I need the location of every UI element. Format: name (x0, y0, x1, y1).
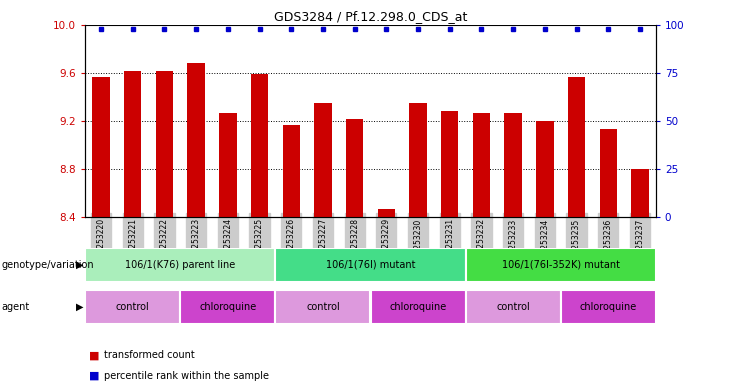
Bar (346, 119, 363, 217)
Text: ▶: ▶ (76, 260, 84, 270)
Bar (465, 290, 561, 324)
Text: chloroquine: chloroquine (579, 302, 637, 312)
Text: transformed count: transformed count (104, 350, 194, 360)
Text: chloroquine: chloroquine (199, 302, 256, 312)
Text: genotype/variation: genotype/variation (1, 260, 94, 270)
Bar (465, 248, 656, 282)
Bar (276, 290, 370, 324)
Bar (276, 248, 465, 282)
Text: agent: agent (1, 302, 30, 312)
Bar (409, 103, 427, 217)
Bar (599, 129, 617, 217)
Bar (156, 71, 173, 217)
Bar (631, 169, 648, 217)
Bar (568, 76, 585, 217)
Bar (561, 290, 656, 324)
Text: 106/1(K76) parent line: 106/1(K76) parent line (125, 260, 236, 270)
Text: ▶: ▶ (76, 302, 84, 312)
Text: control: control (306, 302, 340, 312)
Bar (536, 121, 554, 217)
Text: chloroquine: chloroquine (390, 302, 447, 312)
Bar (180, 290, 276, 324)
Bar (93, 76, 110, 217)
Text: ■: ■ (89, 371, 99, 381)
Bar (124, 71, 142, 217)
Bar (370, 290, 465, 324)
Bar (282, 124, 300, 217)
Text: percentile rank within the sample: percentile rank within the sample (104, 371, 269, 381)
Text: control: control (496, 302, 530, 312)
Text: GDS3284 / Pf.12.298.0_CDS_at: GDS3284 / Pf.12.298.0_CDS_at (274, 10, 467, 23)
Text: ■: ■ (89, 350, 99, 360)
Bar (441, 111, 459, 217)
Bar (219, 113, 236, 217)
Bar (314, 103, 332, 217)
Bar (85, 248, 276, 282)
Text: control: control (116, 302, 150, 312)
Bar (85, 290, 180, 324)
Bar (378, 209, 395, 217)
Text: 106/1(76I-352K) mutant: 106/1(76I-352K) mutant (502, 260, 619, 270)
Bar (505, 113, 522, 217)
Bar (187, 63, 205, 217)
Bar (473, 113, 490, 217)
Bar (251, 74, 268, 217)
Text: 106/1(76I) mutant: 106/1(76I) mutant (326, 260, 415, 270)
